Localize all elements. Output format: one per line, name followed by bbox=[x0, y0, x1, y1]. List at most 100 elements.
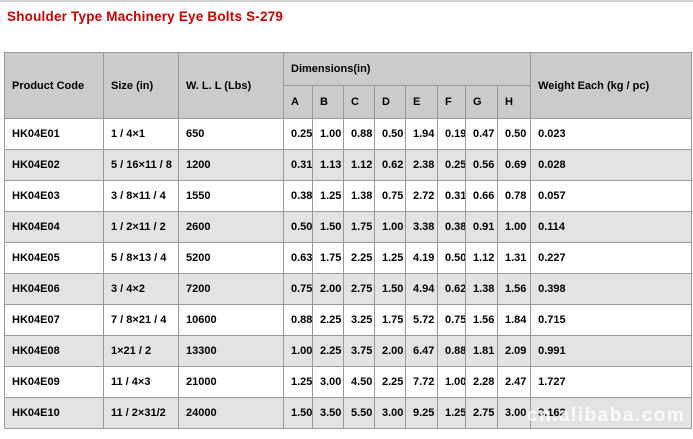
col-header-dim-b: B bbox=[312, 85, 344, 119]
dim-d-cell: 0.50 bbox=[374, 118, 406, 150]
product-code-cell: HK04E09 bbox=[4, 366, 104, 398]
dim-e-cell: 5.72 bbox=[405, 304, 438, 336]
dim-c-cell: 1.12 bbox=[343, 149, 375, 181]
dim-a-cell: 0.25 bbox=[283, 118, 313, 150]
dim-e-cell: 2.38 bbox=[405, 149, 438, 181]
col-header-dim-c: C bbox=[343, 85, 375, 119]
dim-h-cell: 0.50 bbox=[496, 118, 532, 150]
size-cell: 3 / 8×11 / 4 bbox=[103, 180, 179, 212]
dim-e-cell: 1.94 bbox=[405, 118, 438, 150]
dim-f-cell: 0.75 bbox=[437, 304, 466, 336]
dim-g-cell: 0.56 bbox=[465, 149, 498, 181]
col-header-dim-f: F bbox=[437, 85, 466, 119]
col-header-size: Size (in) bbox=[103, 52, 179, 119]
dim-f-cell: 0.38 bbox=[437, 211, 466, 243]
dim-b-cell: 3.50 bbox=[312, 397, 344, 429]
dim-h-cell: 1.31 bbox=[496, 242, 532, 274]
size-cell: 5 / 16×11 / 8 bbox=[103, 149, 179, 181]
table-row: HK04E03 3 / 8×11 / 4 1550 0.38 1.25 1.38 0.75 2… bbox=[4, 180, 693, 212]
wll-cell: 7200 bbox=[178, 273, 284, 305]
col-header-dim-g: G bbox=[465, 85, 498, 119]
size-cell: 5 / 8×13 / 4 bbox=[103, 242, 179, 274]
dim-a-cell: 0.31 bbox=[283, 149, 313, 181]
col-header-dimensions: Dimensions(in) bbox=[282, 52, 532, 86]
weight-cell: 0.028 bbox=[530, 149, 693, 181]
weight-cell: 0.023 bbox=[530, 118, 693, 150]
wll-cell: 13300 bbox=[178, 335, 284, 367]
dim-d-cell: 1.75 bbox=[374, 304, 406, 336]
weight-cell: 0.991 bbox=[530, 335, 693, 367]
dim-h-cell: 1.84 bbox=[496, 304, 532, 336]
weight-cell: 1.727 bbox=[530, 366, 693, 398]
dim-g-cell: 2.75 bbox=[465, 397, 498, 429]
dim-c-cell: 2.75 bbox=[343, 273, 375, 305]
dim-c-cell: 1.75 bbox=[343, 211, 375, 243]
dim-c-cell: 5.50 bbox=[343, 397, 375, 429]
wll-cell: 21000 bbox=[178, 366, 284, 398]
dim-a-cell: 0.38 bbox=[283, 180, 313, 212]
size-cell: 11 / 4×3 bbox=[103, 366, 179, 398]
dim-e-cell: 6.47 bbox=[405, 335, 438, 367]
dim-d-cell: 3.00 bbox=[374, 397, 406, 429]
dim-h-cell: 2.47 bbox=[496, 366, 532, 398]
dim-d-cell: 0.75 bbox=[374, 180, 406, 212]
dim-f-cell: 1.00 bbox=[437, 366, 466, 398]
dim-h-cell: 0.69 bbox=[496, 149, 532, 181]
dim-c-cell: 4.50 bbox=[343, 366, 375, 398]
dim-e-cell: 4.19 bbox=[405, 242, 438, 274]
dim-d-cell: 0.62 bbox=[374, 149, 406, 181]
product-code-cell: HK04E03 bbox=[4, 180, 104, 212]
dim-d-cell: 2.00 bbox=[374, 335, 406, 367]
dim-f-cell: 0.19 bbox=[437, 118, 466, 150]
col-header-dim-h: H bbox=[496, 85, 532, 119]
dim-e-cell: 9.25 bbox=[405, 397, 438, 429]
dim-c-cell: 2.25 bbox=[343, 242, 375, 274]
dim-g-cell: 0.91 bbox=[465, 211, 498, 243]
dim-a-cell: 0.63 bbox=[283, 242, 313, 274]
table-row: HK04E01 1 / 4×1 650 0.25 1.00 0.88 0.50 1.94 0.1… bbox=[4, 118, 693, 150]
dim-g-cell: 1.38 bbox=[465, 273, 498, 305]
product-code-cell: HK04E06 bbox=[4, 273, 104, 305]
table-row: HK04E07 7 / 8×21 / 4 10600 0.88 2.25 3.25 1.75… bbox=[4, 304, 693, 336]
dim-a-cell: 0.88 bbox=[283, 304, 313, 336]
col-header-product-code: Product Code bbox=[4, 52, 104, 119]
col-header-weight: Weight Each (kg / pc) bbox=[530, 52, 693, 119]
table-row: HK04E05 5 / 8×13 / 4 5200 0.63 1.75 2.25 1.25 4… bbox=[4, 242, 693, 274]
dim-d-cell: 2.25 bbox=[374, 366, 406, 398]
dim-c-cell: 3.75 bbox=[343, 335, 375, 367]
table-row: HK04E10 11 / 2×31/2 24000 1.50 3.50 5.50 3.00 9… bbox=[4, 397, 693, 429]
product-code-cell: HK04E01 bbox=[4, 118, 104, 150]
col-header-dim-e: E bbox=[405, 85, 438, 119]
weight-cell: 0.398 bbox=[530, 273, 693, 305]
dim-b-cell: 2.00 bbox=[312, 273, 344, 305]
dim-f-cell: 0.50 bbox=[437, 242, 466, 274]
dim-a-cell: 1.25 bbox=[283, 366, 313, 398]
dim-b-cell: 2.25 bbox=[312, 335, 344, 367]
dim-e-cell: 2.72 bbox=[405, 180, 438, 212]
wll-cell: 650 bbox=[178, 118, 284, 150]
dim-f-cell: 0.31 bbox=[437, 180, 466, 212]
dim-f-cell: 0.88 bbox=[437, 335, 466, 367]
table-row: HK04E08 1×21 / 2 13300 1.00 2.25 3.75 2.00 6.47… bbox=[4, 335, 693, 367]
dim-d-cell: 1.00 bbox=[374, 211, 406, 243]
product-code-cell: HK04E05 bbox=[4, 242, 104, 274]
dim-b-cell: 1.00 bbox=[312, 118, 344, 150]
dim-g-cell: 1.12 bbox=[465, 242, 498, 274]
table-header: Product Code Size (in) W. L. L (Lbs) Dim… bbox=[4, 52, 693, 119]
product-code-cell: HK04E02 bbox=[4, 149, 104, 181]
dim-e-cell: 3.38 bbox=[405, 211, 438, 243]
dim-f-cell: 0.25 bbox=[437, 149, 466, 181]
table-row: HK04E02 5 / 16×11 / 8 1200 0.31 1.13 1.12 0.62… bbox=[4, 149, 693, 181]
product-code-cell: HK04E07 bbox=[4, 304, 104, 336]
table-row: HK04E09 11 / 4×3 21000 1.25 3.00 4.50 2.25 7.72… bbox=[4, 366, 693, 398]
dim-b-cell: 1.25 bbox=[312, 180, 344, 212]
dim-g-cell: 1.81 bbox=[465, 335, 498, 367]
weight-cell: 3.162 bbox=[530, 397, 693, 429]
dim-b-cell: 1.75 bbox=[312, 242, 344, 274]
product-code-cell: HK04E10 bbox=[4, 397, 104, 429]
wll-cell: 2600 bbox=[178, 211, 284, 243]
wll-cell: 5200 bbox=[178, 242, 284, 274]
dim-c-cell: 1.38 bbox=[343, 180, 375, 212]
dim-e-cell: 4.94 bbox=[405, 273, 438, 305]
